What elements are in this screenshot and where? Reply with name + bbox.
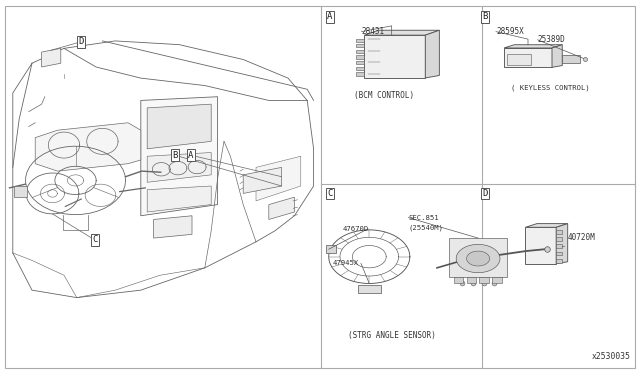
Text: 25389D: 25389D (538, 35, 565, 44)
Polygon shape (147, 153, 211, 182)
Bar (563, 55, 580, 63)
Text: 40720M: 40720M (568, 233, 595, 242)
Bar (356, 67, 365, 70)
Polygon shape (147, 186, 211, 212)
Bar (556, 244, 562, 248)
Polygon shape (14, 186, 27, 197)
Bar (479, 277, 489, 283)
Polygon shape (141, 97, 218, 216)
Polygon shape (358, 285, 381, 293)
Bar (556, 237, 562, 241)
Bar (467, 277, 476, 283)
Text: 47945X: 47945X (332, 260, 358, 266)
Polygon shape (42, 48, 61, 67)
Bar (504, 48, 552, 67)
Polygon shape (449, 238, 507, 277)
Polygon shape (269, 197, 294, 219)
Bar (365, 35, 425, 78)
Text: x2530035: x2530035 (591, 352, 630, 361)
Text: D: D (79, 37, 84, 46)
Bar (556, 230, 562, 234)
Polygon shape (456, 244, 500, 273)
Text: C: C (327, 189, 332, 198)
Bar (356, 38, 365, 42)
Polygon shape (256, 156, 301, 201)
Polygon shape (552, 45, 563, 67)
Bar (454, 277, 463, 283)
Text: (STRG ANGLE SENSOR): (STRG ANGLE SENSOR) (348, 331, 436, 340)
Bar (356, 61, 365, 64)
Text: 28431: 28431 (362, 27, 385, 36)
Polygon shape (365, 30, 440, 35)
Bar (356, 55, 365, 59)
Polygon shape (425, 30, 440, 78)
Polygon shape (467, 251, 490, 266)
Polygon shape (147, 104, 211, 149)
Text: B: B (483, 12, 488, 21)
Bar (356, 44, 365, 48)
Text: B: B (172, 151, 177, 160)
Text: D: D (483, 189, 488, 198)
Polygon shape (326, 245, 337, 253)
Text: (25540M): (25540M) (408, 225, 444, 231)
Bar (492, 277, 502, 283)
Polygon shape (243, 167, 282, 193)
Bar (356, 50, 365, 53)
Text: SEC.851: SEC.851 (408, 215, 439, 221)
Bar (556, 251, 562, 255)
Bar (525, 227, 556, 264)
Text: 28595X: 28595X (496, 27, 524, 36)
Polygon shape (154, 216, 192, 238)
Bar (556, 259, 562, 263)
Text: (BCM CONTROL): (BCM CONTROL) (354, 92, 414, 100)
Polygon shape (556, 224, 568, 264)
Text: ( KEYLESS CONTROL): ( KEYLESS CONTROL) (511, 84, 590, 91)
Polygon shape (504, 45, 563, 48)
Bar (356, 72, 365, 76)
Text: A: A (327, 12, 332, 21)
Text: 47670D: 47670D (342, 226, 369, 232)
Bar (507, 54, 531, 65)
Text: A: A (188, 151, 193, 160)
Polygon shape (525, 224, 568, 227)
Text: C: C (92, 235, 97, 244)
Polygon shape (35, 123, 141, 171)
